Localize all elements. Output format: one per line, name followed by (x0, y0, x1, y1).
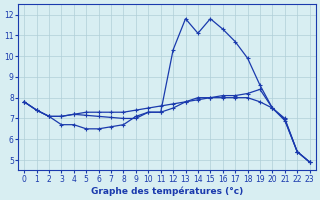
X-axis label: Graphe des températures (°c): Graphe des températures (°c) (91, 186, 243, 196)
